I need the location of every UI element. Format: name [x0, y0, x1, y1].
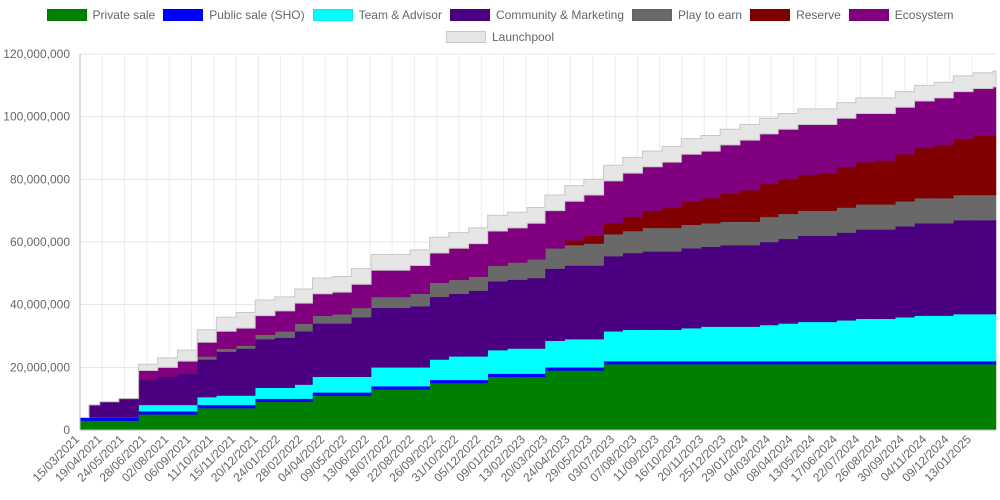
legend-item-launchpool[interactable]: Launchpool	[445, 30, 555, 44]
legend-item-team-advisor[interactable]: Team & Advisor	[312, 8, 442, 22]
legend-label: Ecosystem	[894, 8, 954, 22]
legend-label: Launchpool	[491, 30, 555, 44]
legend-item-reserve[interactable]: Reserve	[750, 8, 841, 22]
legend-label: Community & Marketing	[495, 8, 625, 22]
legend-row: Launchpool	[0, 26, 1000, 48]
legend-item-community-marketing[interactable]: Community & Marketing	[449, 8, 625, 22]
series-area-launchpool	[80, 70, 997, 418]
y-tick-label: 0	[63, 423, 70, 437]
legend-label: Play to earn	[678, 8, 743, 22]
y-tick-label: 60,000,000	[10, 235, 70, 249]
y-tick-label: 80,000,000	[10, 172, 70, 186]
y-tick-label: 120,000,000	[3, 47, 70, 61]
legend-label: Public sale (SHO)	[209, 8, 305, 22]
legend-row: Private sale Public sale (SHO) Team & Ad…	[0, 4, 1000, 26]
legend-item-ecosystem[interactable]: Ecosystem	[848, 8, 954, 22]
legend-swatch	[445, 31, 486, 43]
legend-item-public-sale[interactable]: Public sale (SHO)	[163, 8, 305, 22]
legend-item-private-sale[interactable]: Private sale	[46, 8, 156, 22]
legend-swatch	[449, 9, 490, 21]
legend-swatch	[632, 9, 673, 21]
legend-label: Reserve	[796, 8, 841, 22]
legend-label: Private sale	[92, 8, 156, 22]
chart-legend: Private sale Public sale (SHO) Team & Ad…	[0, 4, 1000, 48]
legend-swatch	[750, 9, 791, 21]
legend-label: Team & Advisor	[358, 8, 442, 22]
y-tick-label: 40,000,000	[10, 298, 70, 312]
legend-swatch	[163, 9, 204, 21]
y-tick-label: 20,000,000	[10, 360, 70, 374]
legend-swatch	[312, 9, 353, 21]
legend-item-play-to-earn[interactable]: Play to earn	[632, 8, 742, 22]
legend-swatch	[848, 9, 889, 21]
y-tick-label: 100,000,000	[3, 110, 70, 124]
legend-swatch	[46, 9, 87, 21]
